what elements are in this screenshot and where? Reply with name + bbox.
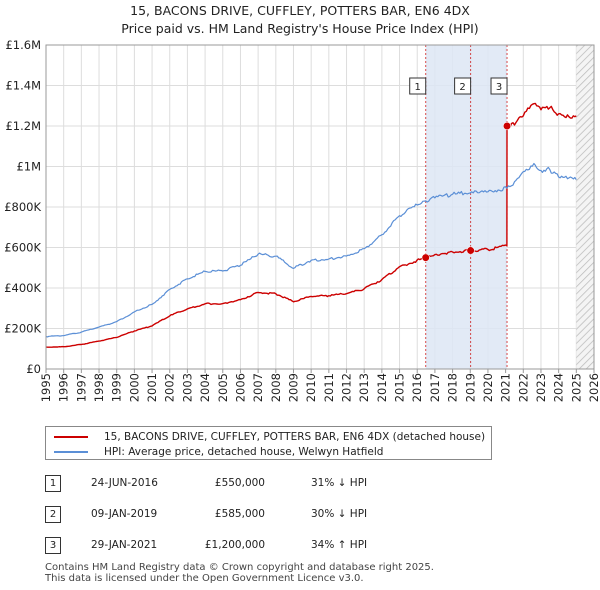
sale-number-badge: 2	[45, 506, 61, 523]
legend-swatch-hpi	[54, 451, 88, 453]
sale-point	[502, 121, 512, 131]
sale-marker-box	[409, 77, 427, 95]
x-tick-label: 2013	[357, 373, 371, 402]
x-tick-label: 1996	[57, 373, 71, 402]
property-price-line	[45, 102, 577, 348]
sale-row: 3 29-JAN-2021 £1,200,000 34% ↑ HPI	[45, 537, 445, 555]
x-tick-label: 2022	[516, 373, 530, 402]
x-tick-label: 2001	[145, 373, 159, 402]
x-tick-label: 2021	[499, 373, 513, 402]
sale-point	[466, 246, 475, 255]
x-tick-label: 2004	[198, 373, 212, 402]
x-tick-label: 2000	[127, 373, 141, 402]
shaded-span-1	[425, 45, 471, 369]
sale-price: £550,000	[214, 477, 265, 489]
legend-item-hpi: HPI: Average price, detached house, Welw…	[54, 445, 383, 459]
x-tick-label: 2011	[322, 373, 336, 402]
y-tick-label: £1.6M	[5, 38, 41, 52]
price-chart: £0 £200K £400K £600K £800K £1M £1.2M £1.4M £1.6M…	[4, 38, 600, 402]
x-tick-label: 2008	[269, 373, 283, 402]
footer-copyright: Contains HM Land Registry data © Crown c…	[45, 562, 434, 573]
sale-price: £1,200,000	[204, 539, 265, 551]
y-tick-label: £1.2M	[5, 119, 41, 133]
x-tick-label: 2012	[340, 373, 354, 402]
legend-label-hpi: HPI: Average price, detached house, Welw…	[104, 446, 384, 458]
y-tick-label: £1M	[16, 160, 41, 174]
x-tick-label: 2006	[233, 373, 247, 402]
future-hatched-region	[576, 45, 594, 369]
x-tick-label: 1998	[92, 373, 106, 402]
x-tick-label: 2009	[286, 373, 300, 402]
x-tick-label: 2007	[251, 373, 265, 402]
x-tick-label: 1999	[110, 373, 124, 402]
legend-label-property: 15, BACONS DRIVE, CUFFLEY, POTTERS BAR, …	[104, 431, 486, 443]
chart-subtitle: Price paid vs. HM Land Registry's House …	[121, 21, 479, 36]
sale-date: 29-JAN-2021	[91, 539, 158, 551]
x-tick-label: 2014	[375, 373, 389, 402]
y-tick-label: £200K	[4, 322, 41, 336]
x-tick-label: 2003	[180, 373, 194, 402]
sale-marker-label: 1	[415, 82, 421, 93]
x-tick-label: 1995	[39, 373, 53, 402]
x-tick-label: 2024	[552, 373, 566, 402]
x-tick-label: 2018	[446, 373, 460, 402]
y-tick-label: £0	[26, 362, 41, 376]
x-tick-label: 2020	[481, 373, 495, 402]
y-tick-label: £800K	[4, 200, 41, 214]
sale-row: 1 24-JUN-2016 £550,000 31% ↓ HPI	[45, 475, 445, 493]
x-tick-label: 2005	[216, 373, 230, 402]
sale-date: 24-JUN-2016	[91, 477, 158, 489]
plot-frame	[45, 44, 595, 370]
sale-date: 09-JAN-2019	[91, 508, 158, 520]
x-tick-label: 2017	[428, 373, 442, 402]
hpi-line	[45, 162, 577, 338]
x-tick-label: 2002	[163, 373, 177, 402]
legend-item-property: 15, BACONS DRIVE, CUFFLEY, POTTERS BAR, …	[54, 430, 485, 444]
y-tick-label: £400K	[4, 281, 41, 295]
shaded-span-2	[470, 45, 508, 369]
sale-number-badge: 1	[45, 475, 61, 492]
sale-row: 2 09-JAN-2019 £585,000 30% ↓ HPI	[45, 506, 445, 524]
sale-marker-box	[454, 77, 472, 95]
x-tick-label: 2025	[569, 373, 583, 402]
footer-license: This data is licensed under the Open Gov…	[45, 573, 364, 584]
footer: Contains HM Land Registry data © Crown c…	[45, 562, 434, 584]
sale-marker-box	[490, 77, 508, 95]
y-tick-label: £1.4M	[5, 79, 41, 93]
legend-swatch-property	[54, 436, 88, 438]
x-tick-label: 2010	[304, 373, 318, 402]
sale-price: £585,000	[214, 508, 265, 520]
chart-title-block: 15, BACONS DRIVE, CUFFLEY, POTTERS BAR, …	[0, 2, 600, 38]
x-tick-label: 2023	[534, 373, 548, 402]
x-tick-label: 1997	[74, 373, 88, 402]
legend: 15, BACONS DRIVE, CUFFLEY, POTTERS BAR, …	[45, 426, 492, 460]
sale-marker-label: 2	[459, 82, 465, 93]
x-tick-label: 2026	[587, 373, 600, 402]
sale-hpi-diff: 30% ↓ HPI	[311, 508, 368, 520]
sale-hpi-diff: 31% ↓ HPI	[311, 477, 368, 489]
x-tick-label: 2019	[463, 373, 477, 402]
sale-number-badge: 3	[45, 537, 61, 554]
sale-marker-label: 3	[496, 82, 502, 93]
x-tick-label: 2016	[410, 373, 424, 402]
y-tick-label: £600K	[4, 241, 41, 255]
sale-point	[421, 253, 430, 262]
chart-title: 15, BACONS DRIVE, CUFFLEY, POTTERS BAR, …	[130, 3, 470, 18]
x-tick-label: 2015	[393, 373, 407, 402]
sale-hpi-diff: 34% ↑ HPI	[311, 539, 368, 551]
